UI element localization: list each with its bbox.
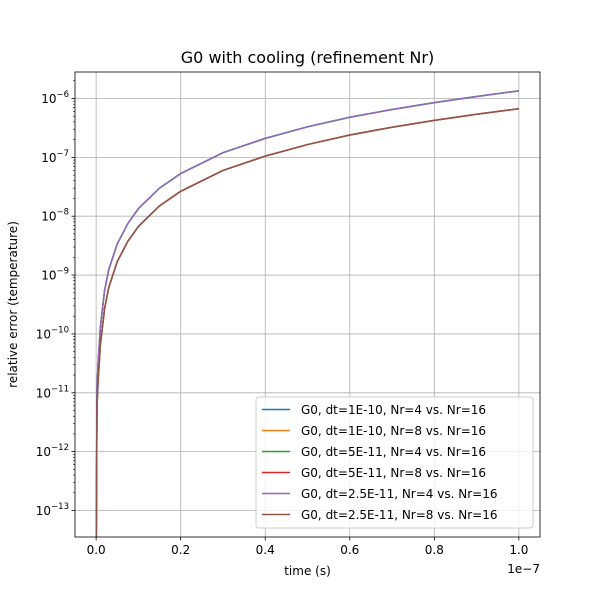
legend-label: G0, dt=2.5E-11, Nr=8 vs. Nr=16	[301, 508, 497, 522]
series-line	[95, 107, 519, 537]
y-tick-label: 10−6	[41, 90, 69, 106]
legend-label: G0, dt=2.5E-11, Nr=4 vs. Nr=16	[301, 487, 497, 501]
y-tick-label: 10−11	[36, 384, 69, 400]
y-tick-label: 10−8	[41, 208, 69, 224]
x-axis-label: time (s)	[284, 564, 331, 578]
series-line	[95, 90, 519, 537]
x-tick-label: 0.4	[256, 543, 275, 557]
y-tick-label: 10−12	[36, 443, 69, 459]
x-axis-ticks: 0.0 0.2 0.4 0.6 0.8 1.0	[87, 537, 528, 557]
legend-label: G0, dt=1E-10, Nr=8 vs. Nr=16	[301, 424, 486, 438]
x-tick-label: 1.0	[509, 543, 528, 557]
x-tick-label: 0.0	[87, 543, 106, 557]
series-layer	[95, 90, 519, 537]
x-tick-label: 0.8	[425, 543, 444, 557]
legend-label: G0, dt=5E-11, Nr=8 vs. Nr=16	[301, 466, 486, 480]
x-tick-label: 0.2	[171, 543, 190, 557]
plot-frame	[74, 71, 541, 538]
y-tick-label: 10−9	[41, 267, 69, 283]
y-tick-label: 10−10	[36, 325, 69, 341]
legend-frame	[255, 396, 534, 529]
chart-title: G0 with cooling (refinement Nr)	[181, 48, 434, 67]
y-tick-label: 10−7	[41, 149, 69, 165]
x-tick-label: 0.6	[340, 543, 359, 557]
x-axis-offset-label: 1e−7	[507, 562, 540, 576]
legend-label: G0, dt=5E-11, Nr=4 vs. Nr=16	[301, 445, 486, 459]
y-axis-ticks: 10−6 10−7 10−8 10−9 10−10 10−11 10−12 10−13	[36, 80, 75, 518]
legend-items: G0, dt=1E-10, Nr=4 vs. Nr=16 G0, dt=1E-10…	[262, 403, 497, 522]
y-tick-label: 10−13	[36, 502, 69, 518]
y-axis-label: relative error (temperature)	[6, 221, 20, 388]
legend: G0, dt=1E-10, Nr=4 vs. Nr=16 G0, dt=1E-10…	[255, 396, 534, 529]
legend-label: G0, dt=1E-10, Nr=4 vs. Nr=16	[301, 403, 486, 417]
